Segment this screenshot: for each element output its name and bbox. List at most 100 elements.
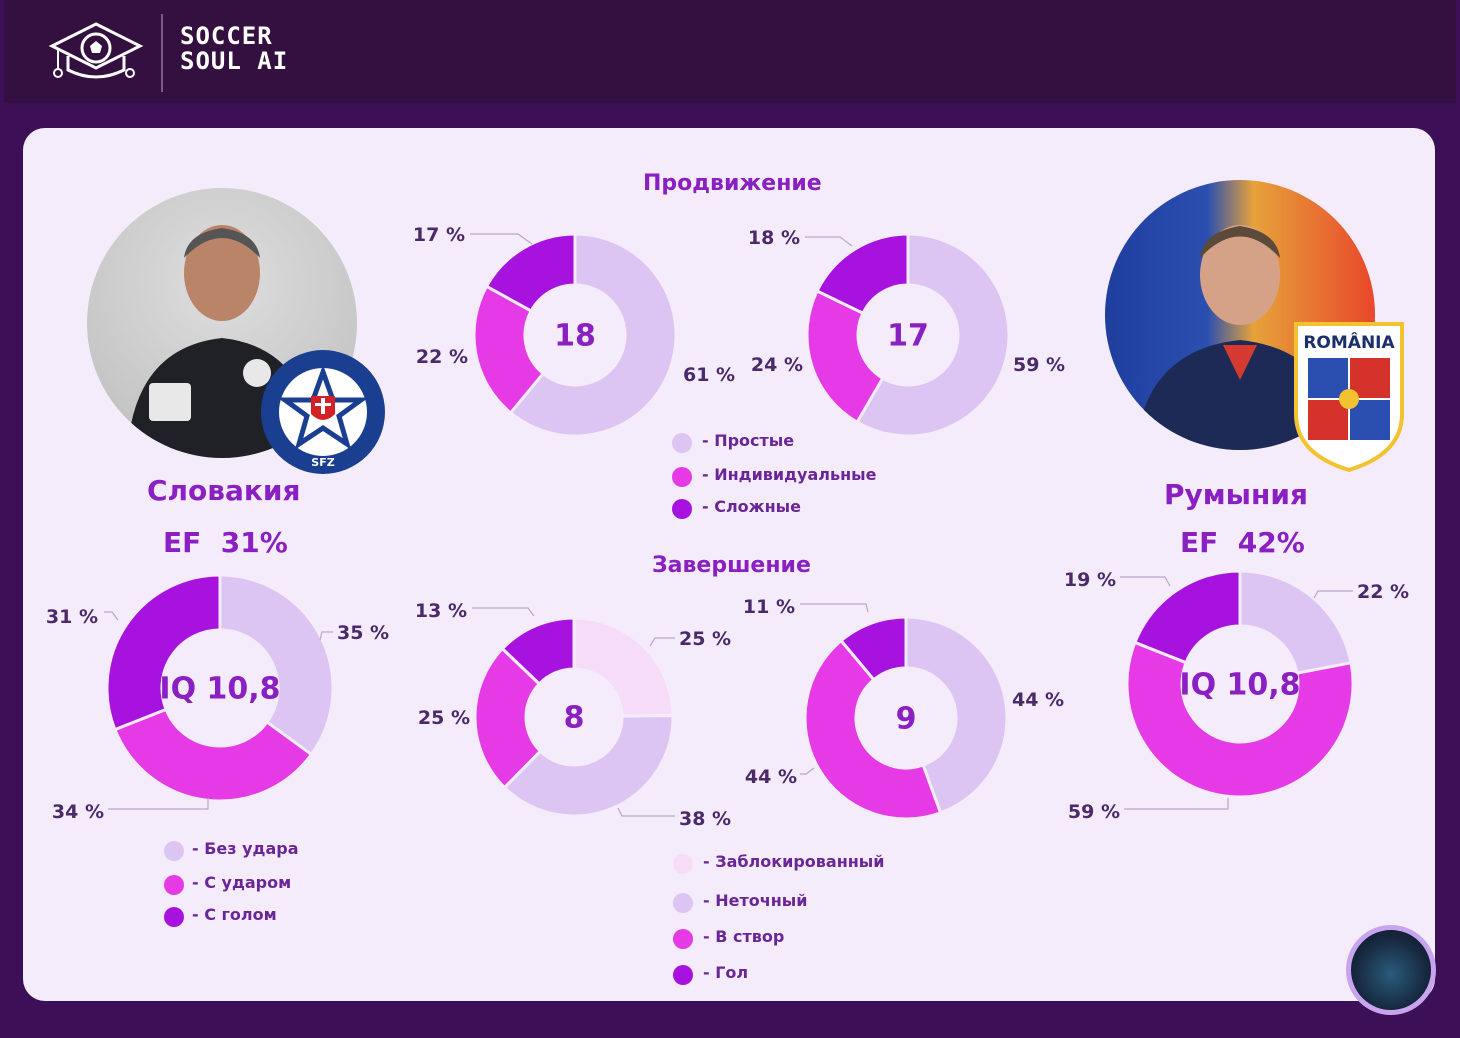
donut-slice	[502, 713, 675, 818]
donut-center-label: 17	[887, 319, 929, 354]
legend-label: - Заблокированный	[703, 852, 885, 871]
donut-finishing-romania: 9 44 % 44 % 11 %	[743, 596, 1064, 821]
romania-coach-photo	[1105, 180, 1375, 450]
app-header: SOCCER SOUL AI	[4, 0, 1456, 103]
donut-slice	[805, 288, 885, 425]
donut-slice	[854, 232, 1011, 438]
donut-slice	[484, 232, 577, 313]
legend-label: - С голом	[192, 905, 277, 924]
data-label: 34 %	[52, 801, 104, 823]
brand-line-1: SOCCER	[180, 22, 273, 50]
legend-swatch	[673, 893, 693, 913]
donut-slice	[1132, 569, 1242, 665]
ef-label: EF	[1180, 526, 1219, 559]
donut-slice	[803, 638, 943, 821]
legend-label: - Гол	[703, 963, 749, 982]
leader-line	[800, 767, 815, 775]
data-label: 24 %	[751, 354, 803, 376]
donut-progression-romania: 17 59 % 24 % 18 %	[748, 227, 1065, 438]
donut-slice	[572, 616, 675, 718]
leader-line	[472, 607, 535, 617]
legend-label: - С ударом	[192, 873, 292, 892]
leader-line	[617, 807, 675, 817]
donut-finishing-slovakia: 8 25 % 38 % 25 % 13 %	[415, 600, 731, 830]
data-label: 44 %	[745, 766, 797, 788]
legend-swatch	[164, 841, 184, 861]
donut-slice	[105, 573, 222, 732]
donut-slice	[472, 284, 546, 415]
donut-slice	[112, 707, 314, 803]
data-label: 44 %	[1012, 689, 1064, 711]
section-title-progression: Продвижение	[643, 171, 822, 196]
legend-swatch	[672, 433, 692, 453]
legend-swatch	[673, 965, 693, 985]
brand-divider	[161, 14, 163, 92]
donut-slice	[904, 615, 1009, 815]
donut-center-label: IQ 10,8	[159, 672, 280, 707]
leader-line	[319, 631, 333, 641]
ai-assistant-avatar[interactable]	[1346, 925, 1436, 1015]
legend-label: - Сложные	[702, 497, 801, 516]
data-label: 22 %	[416, 346, 468, 368]
ef-value: 42%	[1237, 526, 1305, 559]
data-label: 17 %	[413, 224, 465, 246]
brand-line-2: SOUL AI	[180, 47, 289, 75]
donut-center-label: 8	[564, 701, 585, 736]
legend-label: - Простые	[702, 431, 795, 450]
donut-slice	[218, 573, 335, 757]
data-label: 25 %	[418, 707, 470, 729]
donut-slice	[1238, 569, 1353, 675]
data-label: 13 %	[415, 600, 467, 622]
data-label: 25 %	[679, 628, 731, 650]
team-name-slovakia: Словакия	[147, 474, 301, 507]
legend-label: - Без удара	[192, 839, 299, 858]
team-ef-romania: EF 42%	[1180, 526, 1305, 559]
brand-name: SOCCER SOUL AI	[180, 24, 288, 74]
donut-slice	[473, 646, 543, 790]
data-label: 11 %	[743, 596, 795, 618]
crest-text: ROMÂNIA	[1303, 331, 1395, 353]
legend-label: - В створ	[703, 927, 785, 946]
data-label: 19 %	[1064, 569, 1116, 591]
data-label: 18 %	[748, 227, 800, 249]
leader-line	[1313, 590, 1353, 599]
legend-label: - Индивидуальные	[702, 465, 877, 484]
slovakia-coach-photo	[87, 188, 357, 458]
donut-slice	[815, 232, 910, 316]
crest-abbr: SFZ	[311, 456, 334, 469]
team-name-romania: Румыния	[1164, 478, 1308, 511]
data-label: 61 %	[683, 364, 735, 386]
data-label: 59 %	[1068, 801, 1120, 823]
donut-slice	[508, 232, 678, 438]
legend-swatch	[672, 499, 692, 519]
ef-value: 31%	[220, 526, 288, 559]
leader-line	[104, 611, 119, 621]
graduation-cap-ball-icon	[48, 22, 144, 79]
donut-center-label: 18	[554, 319, 596, 354]
section-title-finishing: Завершение	[652, 553, 811, 578]
slovakia-crest: SFZ	[261, 350, 385, 474]
data-label: 59 %	[1013, 354, 1065, 376]
legend-swatch	[164, 875, 184, 895]
legend-swatch	[672, 467, 692, 487]
leader-line	[108, 798, 209, 810]
data-label: 31 %	[46, 606, 98, 628]
donut-center-label: 9	[896, 702, 917, 737]
data-label: 38 %	[679, 808, 731, 830]
donut-shots-romania: IQ 10,8 22 % 59 % 19 %	[1064, 569, 1409, 823]
legend-swatch	[164, 907, 184, 927]
legend-swatch	[673, 929, 693, 949]
legend-label: - Неточный	[703, 891, 808, 910]
team-ef-slovakia: EF 31%	[163, 526, 288, 559]
donut-slice	[500, 616, 576, 686]
donut-shots-slovakia: IQ 10,8 35 % 34 % 31 %	[46, 573, 389, 823]
leader-line	[649, 637, 675, 647]
leader-line	[1124, 798, 1229, 810]
leader-line	[805, 236, 853, 247]
donut-slice	[838, 615, 908, 682]
donut-slice	[1125, 640, 1355, 799]
leader-line	[470, 233, 533, 245]
leader-line	[800, 603, 869, 613]
data-label: 22 %	[1357, 581, 1409, 603]
